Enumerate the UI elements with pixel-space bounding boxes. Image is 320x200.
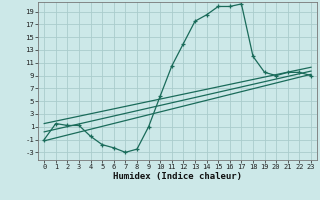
X-axis label: Humidex (Indice chaleur): Humidex (Indice chaleur) — [113, 172, 242, 181]
